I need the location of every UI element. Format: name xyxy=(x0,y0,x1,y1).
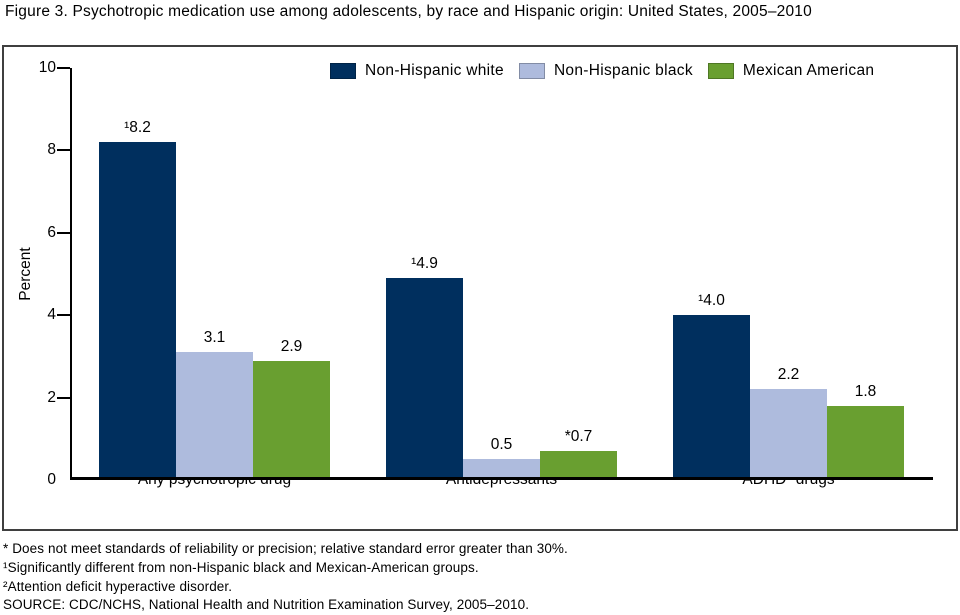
legend-swatch xyxy=(330,63,356,79)
bar-value-label: 2.9 xyxy=(280,337,303,355)
y-axis-line xyxy=(70,68,72,480)
chart-area: Non-Hispanic white Non-Hispanic black Mexi… xyxy=(2,45,958,531)
footnotes: * Does not meet standards of reliability… xyxy=(3,540,568,615)
bar-mexican-american-3 xyxy=(827,405,904,480)
legend-swatch xyxy=(707,63,734,79)
plot-area: ¹8.2 ¹4.9 ¹4.0 3.1 0.5 2.2 2.9 *0.7 1.8 xyxy=(57,67,933,480)
bar-non-hispanic-black-3 xyxy=(750,389,827,480)
bar-non-hispanic-black-2 xyxy=(463,459,540,480)
y-axis-tick xyxy=(57,231,70,234)
y-axis-tick xyxy=(57,149,70,152)
legend-label: Mexican American xyxy=(742,62,875,79)
y-axis-tick xyxy=(57,67,70,69)
bar-non-hispanic-white-1 xyxy=(99,142,176,480)
y-axis-tick-label: 8 xyxy=(47,141,56,159)
bar-value-label: ¹4.0 xyxy=(698,292,725,310)
bar-value-label: 2.2 xyxy=(777,366,800,384)
legend-swatch xyxy=(518,63,545,79)
y-axis-tick-label: 2 xyxy=(47,388,56,406)
y-axis-tick-label: 4 xyxy=(47,306,56,324)
bar-non-hispanic-white-3 xyxy=(673,315,750,480)
source-note: SOURCE: CDC/NCHS, National Health and Nu… xyxy=(3,597,530,613)
bar-value-label: 0.5 xyxy=(490,436,513,454)
bar-value-label: 3.1 xyxy=(203,329,226,347)
legend-item: Non-Hispanic white xyxy=(330,62,504,80)
y-axis-tick xyxy=(57,396,70,399)
bar-mexican-american-2 xyxy=(540,451,617,480)
y-axis-tick-label: 0 xyxy=(47,471,56,488)
legend: Non-Hispanic white Non-Hispanic black Mexi… xyxy=(330,62,874,80)
legend-item: Non-Hispanic black xyxy=(518,62,693,80)
y-axis-tick-label: 6 xyxy=(47,223,56,241)
bar-non-hispanic-black-1 xyxy=(176,352,253,480)
bar-value-label: ¹4.9 xyxy=(411,255,438,273)
bar-value-label: *0.7 xyxy=(564,428,593,446)
figure-title: Figure 3. Psychotropic medication use am… xyxy=(5,3,812,20)
legend-label: Non-Hispanic black xyxy=(553,62,693,79)
y-axis-title: Percent xyxy=(17,247,34,301)
bar-value-label: ¹8.2 xyxy=(124,119,151,137)
y-axis-tick-label: 10 xyxy=(38,59,56,76)
footnote: * Does not meet standards of reliability… xyxy=(3,541,568,556)
bar-value-label: 1.8 xyxy=(854,382,877,400)
y-axis-tick xyxy=(57,314,70,317)
bar-mexican-american-1 xyxy=(253,360,330,480)
legend-label: Non-Hispanic white xyxy=(365,62,504,79)
footnote: ¹Significantly different from non-Hispan… xyxy=(3,559,479,575)
footnote: ²Attention deficit hyperactive disorder. xyxy=(3,578,233,594)
legend-item: Mexican American xyxy=(707,62,875,80)
bar-non-hispanic-white-2 xyxy=(386,278,463,480)
x-axis-line xyxy=(70,477,933,480)
